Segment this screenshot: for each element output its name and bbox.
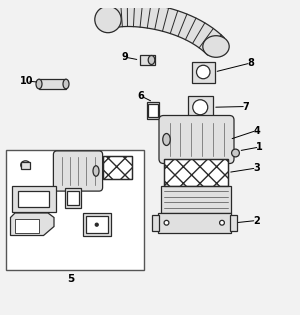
Bar [39,79,66,89]
Bar [152,215,159,231]
Bar [15,219,39,233]
Bar [12,186,56,211]
Bar [21,162,30,169]
Bar [6,150,144,270]
Ellipse shape [220,220,224,225]
Bar [103,156,132,179]
Ellipse shape [193,100,208,115]
Bar [82,213,111,236]
Ellipse shape [196,65,210,79]
Bar [67,191,79,205]
Text: 1: 1 [256,142,263,152]
Text: 3: 3 [253,163,260,173]
Text: 6: 6 [138,91,144,101]
Ellipse shape [95,6,121,33]
Bar [160,186,231,213]
Ellipse shape [232,149,239,157]
Text: 10: 10 [20,76,34,86]
Bar [64,187,81,208]
FancyBboxPatch shape [159,116,234,163]
Bar [164,159,228,186]
Ellipse shape [148,55,155,65]
Bar [147,102,159,118]
Ellipse shape [163,134,170,146]
Text: 9: 9 [121,52,128,62]
Text: 8: 8 [247,58,254,68]
Text: 7: 7 [243,101,249,112]
Bar [230,215,237,231]
Bar [18,191,50,207]
Polygon shape [96,3,224,55]
Bar [192,61,214,83]
Text: 5: 5 [67,274,74,284]
Bar [140,54,154,66]
Bar [158,213,231,232]
FancyBboxPatch shape [53,151,103,191]
Polygon shape [11,213,54,236]
Ellipse shape [36,79,42,89]
Bar [103,156,132,179]
Bar [164,159,228,186]
Bar [188,96,213,118]
Ellipse shape [21,161,30,169]
Text: 2: 2 [253,215,260,226]
Ellipse shape [93,166,99,176]
Ellipse shape [164,220,169,225]
Text: 4: 4 [253,125,260,135]
Bar [85,216,108,233]
Ellipse shape [95,223,98,226]
Ellipse shape [63,79,69,89]
Bar [148,104,158,117]
Ellipse shape [203,36,229,57]
